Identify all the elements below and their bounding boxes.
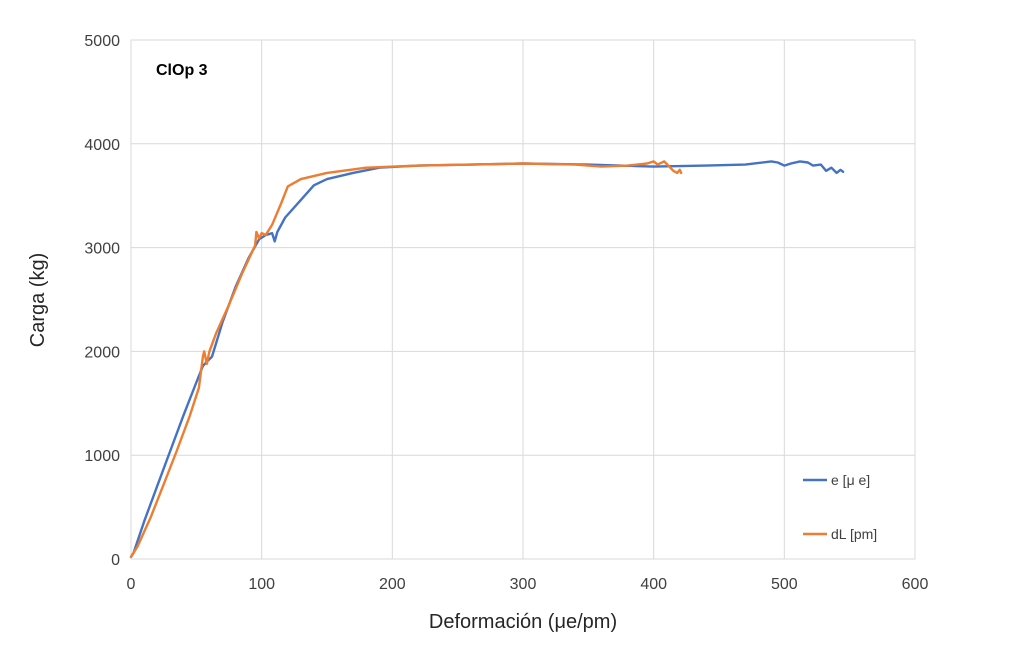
legend-label-e: e [μ e] <box>831 472 870 488</box>
chart-annotation: ClOp 3 <box>156 62 208 79</box>
x-tick-label: 400 <box>640 576 667 593</box>
y-tick-label: 3000 <box>84 241 120 258</box>
legend: e [μ e] dL [pm] <box>803 472 877 542</box>
y-tick-label: 2000 <box>84 344 120 361</box>
y-tick-label: 5000 <box>84 33 120 50</box>
x-tick-label: 200 <box>379 576 406 593</box>
x-tick-label: 500 <box>771 576 798 593</box>
gridlines <box>130 39 916 560</box>
series-line-0 <box>129 160 845 559</box>
x-tick-label: 0 <box>127 576 136 593</box>
y-tick-label: 0 <box>111 552 120 569</box>
plot-area <box>130 39 916 560</box>
y-tick-label: 1000 <box>84 448 120 465</box>
series-layer <box>129 160 845 559</box>
y-axis-title: Carga (kg) <box>27 253 49 347</box>
series-line-1 <box>129 160 683 559</box>
x-tick-label: 100 <box>248 576 275 593</box>
tick-labels: 0 1000 2000 3000 4000 5000 0 100 200 300 400 500 600 <box>84 33 928 593</box>
legend-label-dL: dL [pm] <box>831 526 877 542</box>
x-tick-label: 300 <box>510 576 537 593</box>
y-tick-label: 4000 <box>84 137 120 154</box>
x-axis-title: Deformación (μe/pm) <box>429 611 617 633</box>
x-tick-label: 600 <box>902 576 929 593</box>
